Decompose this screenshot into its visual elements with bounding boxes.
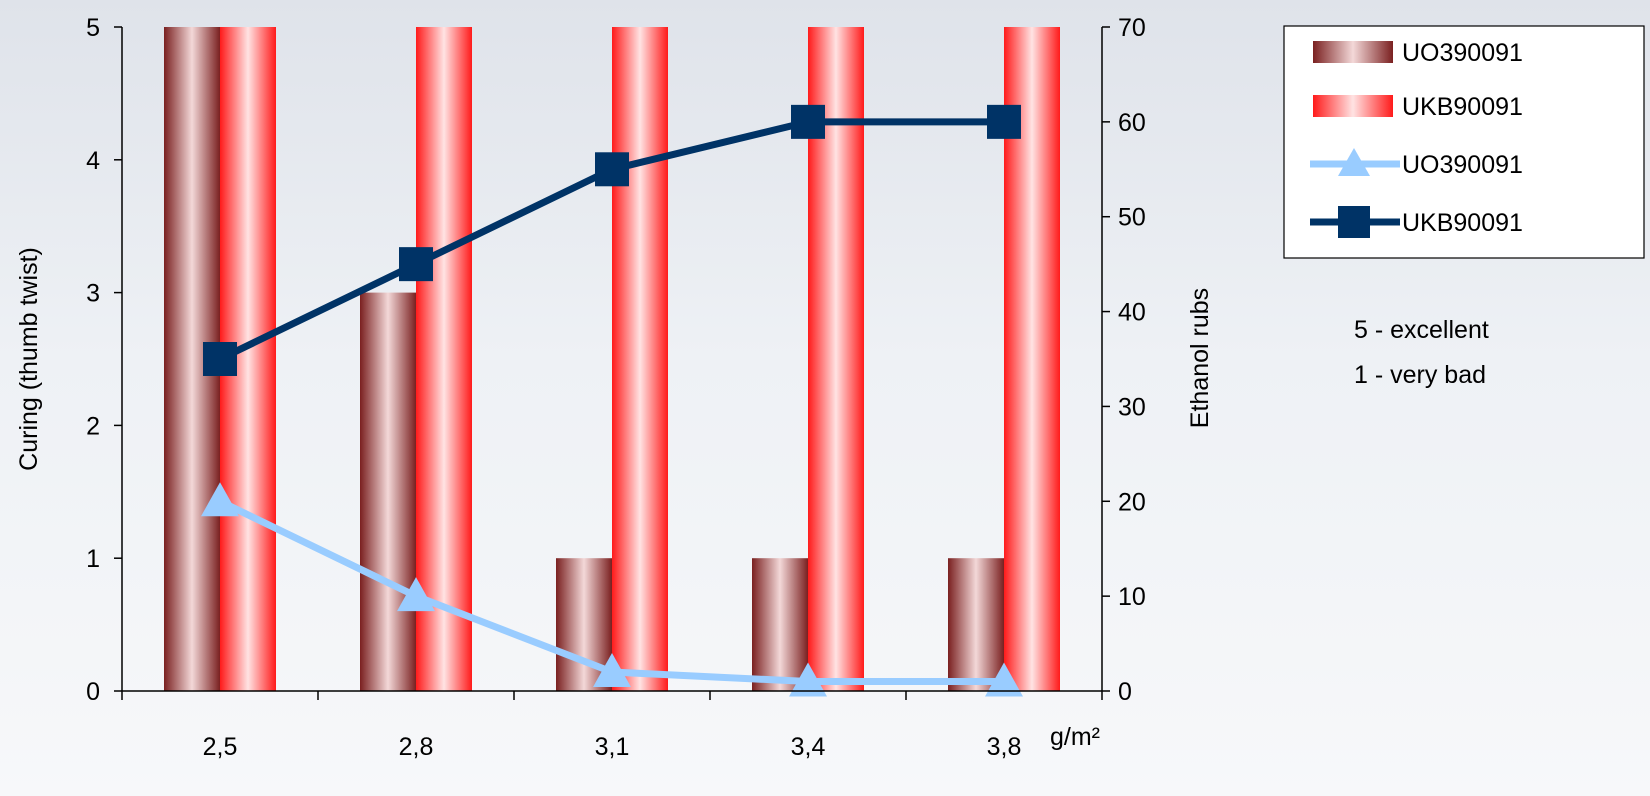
point-uo390091-0 <box>201 482 239 517</box>
legend-label-1: UKB90091 <box>1402 93 1523 121</box>
point-ukb90091-4 <box>987 104 1021 139</box>
bar-uo390091-4 <box>948 558 1004 691</box>
x-tick-label-2: 3,1 <box>595 733 630 761</box>
legend-label-3: UKB90091 <box>1402 209 1523 237</box>
right-tick-label-3: 30 <box>1118 393 1146 421</box>
bar-uo390091-3 <box>752 558 808 691</box>
x-tick-label-4: 3,8 <box>987 733 1022 761</box>
right-tick-label-6: 60 <box>1118 109 1146 137</box>
bar-ukb90091-1 <box>416 27 472 691</box>
point-uo390091-4 <box>985 662 1023 697</box>
legend-swatch-1 <box>1313 95 1393 117</box>
point-ukb90091-1 <box>399 247 433 282</box>
point-uo390091-2 <box>593 653 631 688</box>
left-tick-label-5: 5 <box>86 14 100 42</box>
right-tick-label-0: 0 <box>1118 678 1132 706</box>
right-tick-label-5: 50 <box>1118 204 1146 232</box>
left-tick-label-1: 1 <box>86 545 100 573</box>
left-tick-label-4: 4 <box>86 147 100 175</box>
legend: UO390091 UKB90091 UO390091 UKB90091 <box>1283 25 1645 259</box>
left-tick-label-3: 3 <box>86 280 100 308</box>
point-ukb90091-0 <box>203 342 237 376</box>
legend-swatch-0 <box>1313 41 1393 63</box>
left-tick-label-2: 2 <box>86 412 100 440</box>
x-unit-label: g/m² <box>1050 723 1100 751</box>
left-axis-title: Curing (thumb twist) <box>15 247 43 471</box>
point-uo390091-1 <box>397 577 435 612</box>
point-ukb90091-3 <box>791 104 825 139</box>
x-tick-label-3: 3,4 <box>791 733 826 761</box>
x-tick-label-1: 2,8 <box>399 733 434 761</box>
x-tick-label-0: 2,5 <box>203 733 238 761</box>
legend-label-0: UO390091 <box>1402 39 1523 67</box>
point-ukb90091-2 <box>595 152 629 187</box>
legend-marker-2 <box>1338 148 1370 176</box>
right-tick-label-7: 70 <box>1118 14 1146 42</box>
note-0: 5 - excellent <box>1354 316 1489 344</box>
bar-uo390091-1 <box>360 292 416 691</box>
bar-ukb90091-2 <box>612 27 668 691</box>
right-tick-label-2: 20 <box>1118 488 1146 516</box>
right-tick-label-1: 10 <box>1118 583 1146 611</box>
note-1: 1 - very bad <box>1354 361 1486 389</box>
rating-notes: 5 - excellent 1 - very bad <box>1354 316 1489 389</box>
left-tick-label-0: 0 <box>86 678 100 706</box>
legend-marker-3 <box>1338 206 1370 238</box>
right-axis-title: Ethanol rubs <box>1186 288 1214 428</box>
point-uo390091-3 <box>789 662 827 697</box>
plot-area <box>164 27 1060 697</box>
legend-label-2: UO390091 <box>1402 151 1523 179</box>
right-tick-label-4: 40 <box>1118 299 1146 327</box>
